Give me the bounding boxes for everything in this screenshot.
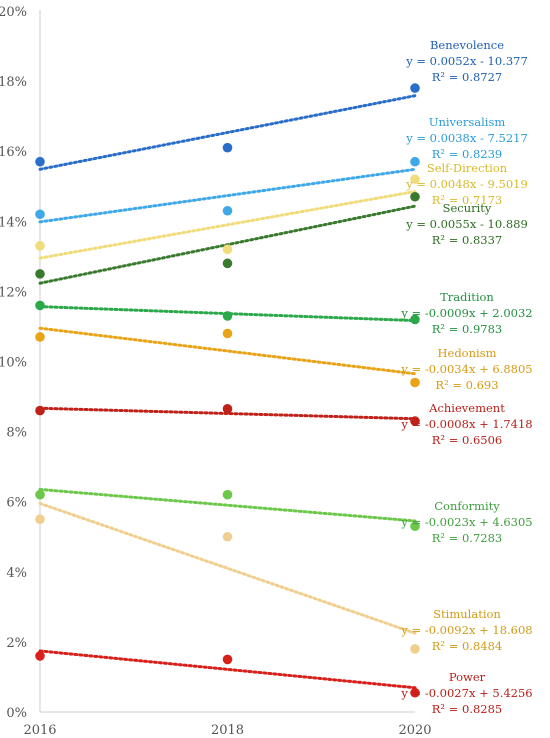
point-hedonism — [35, 332, 45, 342]
trendline-self-direction — [38, 190, 417, 260]
label-self-direction-name: Self-Direction — [427, 161, 508, 175]
point-security — [222, 258, 233, 269]
label-stimulation-r2: R² = 0.8484 — [432, 639, 502, 653]
point-achievement — [222, 404, 233, 414]
x-tick-label: 2018 — [211, 723, 244, 738]
point-self-direction — [222, 244, 233, 255]
label-universalism-equation: y = 0.0038x - 7.5217 — [405, 131, 528, 145]
trendline-universalism — [38, 167, 417, 224]
trendline-conformity — [38, 487, 417, 523]
y-tick-labels: 0% 2% 4% 6% 8% 10% 12% 14% 16% 18% 20% — [0, 5, 27, 721]
point-benevolence — [410, 83, 420, 93]
label-stimulation-equation: y = -0.0092x + 18.608 — [400, 623, 532, 637]
point-security — [35, 269, 45, 279]
point-power — [35, 651, 45, 661]
point-universalism — [222, 205, 233, 216]
point-power — [222, 654, 233, 665]
y-tick-label: 12% — [0, 285, 27, 300]
label-achievement-r2: R² = 0.6506 — [432, 433, 502, 447]
point-conformity — [35, 489, 45, 500]
label-power-r2: R² = 0.8285 — [432, 702, 502, 716]
series-annotations: Benevolence y = 0.0052x - 10.377 R² = 0.87… — [400, 38, 532, 716]
point-conformity — [410, 521, 420, 532]
label-power-equation: y = -0.0027x + 5.4256 — [400, 686, 532, 700]
label-tradition-name: Tradition — [440, 290, 494, 304]
point-achievement — [35, 405, 45, 416]
point-tradition — [410, 314, 420, 325]
y-tick-label: 20% — [0, 5, 27, 20]
y-tick-label: 16% — [0, 145, 27, 160]
label-conformity-name: Conformity — [434, 499, 500, 513]
label-hedonism-name: Hedonism — [437, 346, 496, 360]
point-self-direction — [410, 174, 420, 185]
label-benevolence-r2: R² = 0.8727 — [432, 70, 502, 84]
label-security-name: Security — [443, 201, 492, 215]
point-stimulation — [222, 531, 233, 542]
label-security-equation: y = 0.0055x - 10.889 — [405, 217, 528, 231]
label-tradition-equation: y = -0.0009x + 2.0032 — [400, 306, 532, 320]
point-universalism — [410, 156, 420, 167]
point-security — [410, 191, 420, 202]
label-hedonism-r2: R² = 0.693 — [435, 378, 498, 392]
label-achievement-name: Achievement — [428, 401, 505, 415]
point-tradition — [35, 300, 45, 311]
trendline-benevolence — [38, 94, 417, 171]
label-conformity-equation: y = -0.0023x + 4.6305 — [400, 515, 532, 529]
y-tick-label: 2% — [6, 636, 27, 651]
label-power-name: Power — [449, 670, 486, 684]
label-self-direction-r2: R² = 0.7173 — [432, 193, 502, 207]
trendline-hedonism — [38, 326, 417, 376]
label-hedonism-equation: y = -0.0034x + 6.8805 — [400, 362, 532, 376]
label-universalism-r2: R² = 0.8239 — [432, 147, 502, 161]
y-tick-label: 18% — [0, 75, 27, 90]
label-achievement-equation: y = -0.0008x + 1.7418 — [400, 417, 532, 431]
label-security-r2: R² = 0.8337 — [432, 233, 502, 247]
y-tick-label: 10% — [0, 356, 27, 371]
y-tick-label: 6% — [6, 496, 27, 511]
point-power — [410, 687, 420, 698]
point-hedonism — [410, 377, 420, 388]
point-universalism — [35, 209, 45, 220]
point-self-direction — [35, 241, 45, 251]
y-tick-label: 14% — [0, 215, 27, 230]
trendline-stimulation — [38, 501, 417, 635]
trendline-power — [38, 649, 417, 690]
point-achievement — [410, 416, 420, 426]
x-tick-labels: 2016 2018 2020 — [23, 723, 431, 738]
y-tick-label: 4% — [6, 566, 27, 581]
point-stimulation — [410, 644, 420, 654]
y-tick-label: 0% — [6, 706, 27, 721]
x-tick-label: 2016 — [23, 723, 56, 738]
point-benevolence — [222, 142, 233, 153]
point-benevolence — [35, 156, 45, 167]
label-tradition-r2: R² = 0.9783 — [432, 322, 502, 336]
label-stimulation-name: Stimulation — [433, 607, 501, 621]
label-benevolence-name: Benevolence — [430, 38, 504, 52]
y-tick-label: 8% — [6, 426, 27, 441]
point-tradition — [222, 311, 233, 321]
label-self-direction-equation: y = 0.0048x - 9.5019 — [405, 177, 528, 191]
label-conformity-r2: R² = 0.7283 — [432, 531, 502, 545]
label-universalism-name: Universalism — [429, 115, 506, 129]
trend-lines — [38, 94, 417, 690]
point-conformity — [222, 489, 233, 500]
point-stimulation — [35, 514, 45, 525]
point-hedonism — [222, 328, 233, 339]
x-tick-label: 2020 — [398, 723, 431, 738]
data-points — [35, 83, 420, 698]
label-benevolence-equation: y = 0.0052x - 10.377 — [405, 54, 528, 68]
